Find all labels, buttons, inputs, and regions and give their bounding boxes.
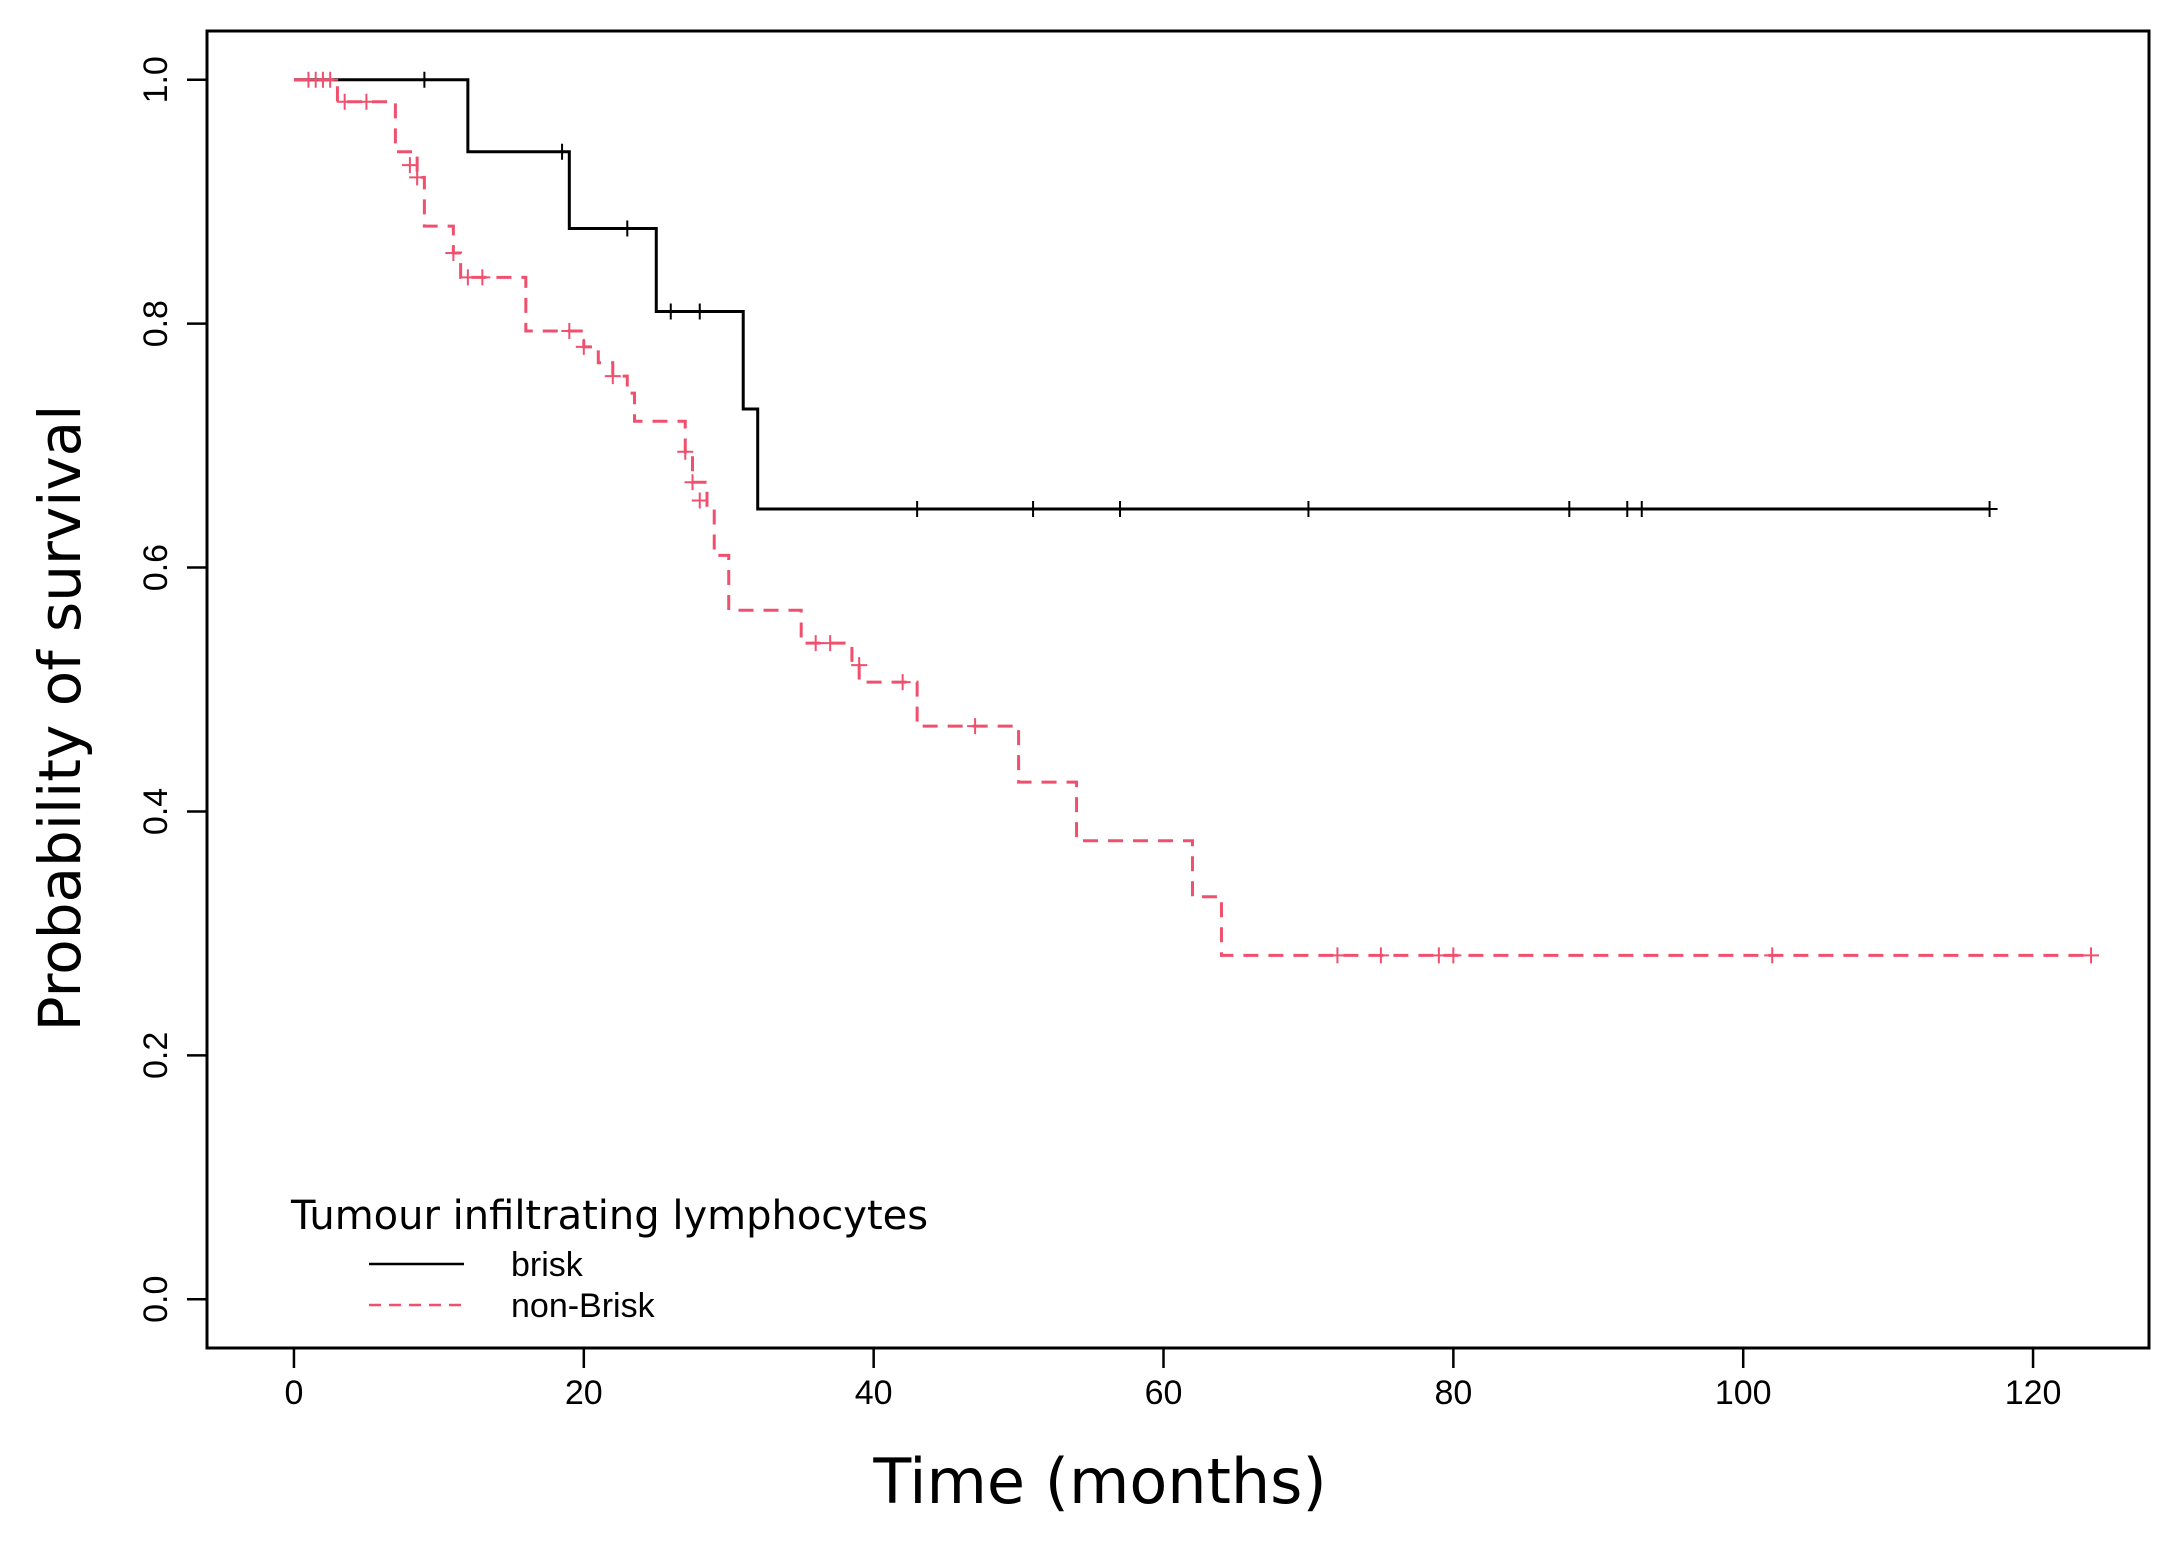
legend-label-non-brisk: non-Brisk: [511, 1287, 656, 1325]
censor-mark-brisk: [1981, 501, 1998, 518]
censor-mark-brisk: [1112, 501, 1129, 518]
censor-mark-brisk: [619, 220, 636, 237]
censor-mark-non-brisk: [445, 244, 462, 261]
curve-brisk: [293, 78, 1990, 511]
y-axis: 0.0 0.2 0.4 0.6 0.8 1.0: [137, 56, 207, 1323]
censor-mark-non-brisk: [677, 443, 694, 460]
x-tick-label: 100: [1715, 1374, 1772, 1412]
censor-mark-non-brisk: [358, 93, 375, 110]
x-tick-label: 120: [2005, 1374, 2062, 1412]
censor-mark-non-brisk: [1445, 947, 1462, 964]
y-tick-label: 0.4: [137, 788, 175, 835]
censor-mark-non-brisk: [459, 269, 476, 286]
censor-mark-brisk: [1025, 501, 1042, 518]
censor-mark-brisk: [909, 501, 926, 518]
censor-mark-non-brisk: [1430, 947, 1447, 964]
censor-mark-non-brisk: [967, 718, 984, 735]
y-tick-label: 1.0: [137, 56, 175, 103]
legend-label-brisk: brisk: [511, 1246, 584, 1284]
x-tick-label: 20: [565, 1374, 603, 1412]
x-axis: 0 20 40 60 80 100 120: [284, 1348, 2061, 1412]
censor-mark-non-brisk: [561, 322, 578, 339]
censor-mark-brisk: [1561, 501, 1578, 518]
plot-frame: [205, 29, 2151, 1350]
x-tick-label: 0: [284, 1374, 303, 1412]
censor-mark-brisk: [554, 143, 571, 160]
legend: Tumour infiltrating lymphocytes brisk no…: [290, 1193, 928, 1325]
censor-mark-non-brisk: [401, 157, 418, 174]
censor-mark-non-brisk: [1764, 947, 1781, 964]
censor-mark-non-brisk: [807, 635, 824, 652]
censor-mark-non-brisk: [2083, 947, 2100, 964]
survival-curves: [293, 78, 2092, 957]
x-tick-label: 40: [855, 1374, 893, 1412]
censor-mark-non-brisk: [822, 635, 839, 652]
y-tick-label: 0.6: [137, 544, 175, 591]
y-tick-label: 0.8: [137, 300, 175, 347]
y-tick-label: 0.2: [137, 1032, 175, 1079]
censor-mark-non-brisk: [1329, 947, 1346, 964]
censor-mark-non-brisk: [894, 674, 911, 691]
censor-mark-non-brisk: [851, 657, 868, 674]
censor-mark-non-brisk: [322, 71, 339, 88]
censor-mark-non-brisk: [1372, 947, 1389, 964]
censor-mark-brisk: [662, 303, 679, 320]
censor-mark-brisk: [691, 303, 708, 320]
censor-mark-brisk: [1619, 501, 1636, 518]
censor-mark-non-brisk: [684, 474, 701, 491]
x-tick-label: 60: [1145, 1374, 1183, 1412]
censor-mark-non-brisk: [474, 269, 491, 286]
censor-mark-non-brisk: [604, 368, 621, 385]
censor-mark-brisk: [1300, 501, 1317, 518]
censor-mark-brisk: [416, 71, 433, 88]
censor-mark-non-brisk: [575, 338, 592, 355]
censor-mark-non-brisk: [409, 169, 426, 186]
y-tick-label: 0.0: [137, 1276, 175, 1323]
censor-mark-non-brisk: [336, 93, 353, 110]
censor-marks: [300, 71, 2100, 964]
censor-mark-non-brisk: [691, 492, 708, 509]
y-axis-title: Probability of survival: [26, 405, 94, 1032]
x-axis-title: Time (months): [872, 1445, 1326, 1518]
legend-title: Tumour infiltrating lymphocytes: [290, 1193, 928, 1239]
x-tick-label: 80: [1434, 1374, 1472, 1412]
censor-mark-brisk: [1633, 501, 1650, 518]
